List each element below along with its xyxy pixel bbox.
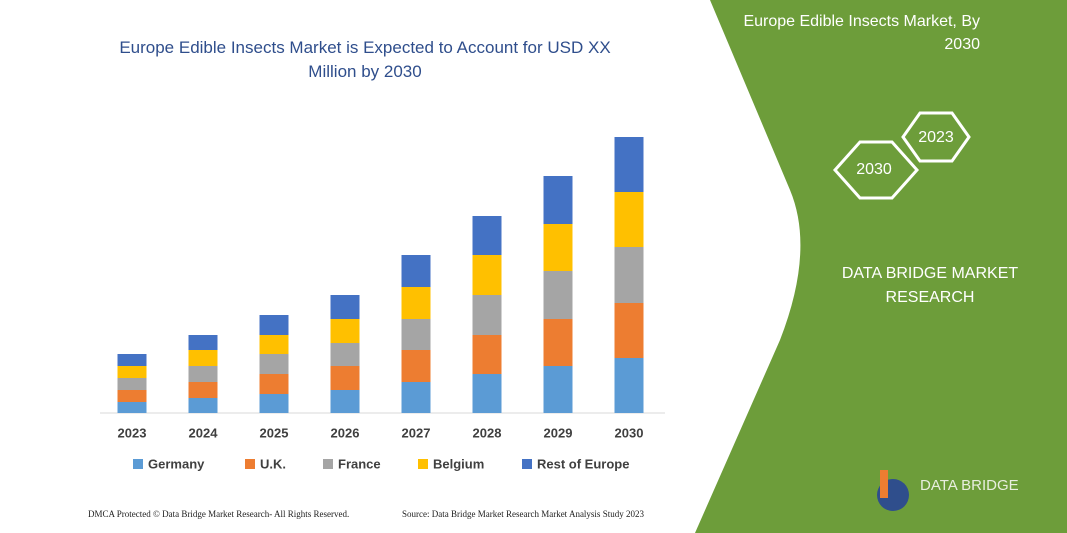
bar-segment	[543, 366, 573, 413]
bar-segment	[188, 366, 218, 382]
bar-segment	[472, 374, 502, 413]
bar-segment	[543, 176, 573, 224]
bar-segment	[543, 319, 573, 366]
x-tick-label: 2030	[615, 425, 644, 440]
bar-segment	[117, 378, 147, 390]
x-tick-label: 2026	[331, 425, 360, 440]
bar-segment	[117, 402, 147, 413]
logo-icon	[880, 470, 888, 498]
bar-segment	[117, 354, 147, 366]
company-name: DATA BRIDGE MARKET RESEARCH	[841, 265, 1019, 306]
bar-segment	[188, 398, 218, 413]
panel-heading-box: Europe Edible Insects Market, By 2030	[743, 13, 980, 53]
x-tick-label: 2025	[260, 425, 289, 440]
legend-swatch	[133, 459, 143, 469]
bar-segment	[117, 390, 147, 402]
badge: 2023	[918, 129, 954, 146]
badge: 2030	[856, 161, 892, 178]
bar-segment	[401, 382, 431, 413]
legend-label: France	[338, 456, 381, 471]
bar-segment	[614, 303, 644, 358]
footer-right: Source: Data Bridge Market Research Mark…	[402, 509, 644, 519]
legend-swatch	[245, 459, 255, 469]
title-box: Europe Edible Insects Market is Expected…	[119, 38, 611, 81]
bar-segment	[614, 192, 644, 247]
bar-segment	[401, 319, 431, 350]
x-tick-label: 2027	[402, 425, 431, 440]
chart-title: Europe Edible Insects Market is Expected…	[119, 38, 611, 81]
bar-segment	[401, 350, 431, 382]
legend-swatch	[522, 459, 532, 469]
x-tick-label: 2028	[473, 425, 502, 440]
bar-segment	[330, 319, 360, 343]
legend-swatch	[418, 459, 428, 469]
logo-text: DATA BRIDGE	[920, 477, 1019, 494]
panel-heading: Europe Edible Insects Market, By 2030	[743, 13, 980, 53]
legend-label: U.K.	[260, 456, 286, 471]
bar-segment	[614, 137, 644, 192]
green-panel	[695, 0, 1067, 533]
bar-segment	[188, 350, 218, 366]
bar-segment	[543, 224, 573, 271]
bar-segment	[472, 216, 502, 255]
bar-segment	[330, 295, 360, 319]
legend-label: Belgium	[433, 456, 484, 471]
bar-segment	[188, 335, 218, 350]
bar-segment	[259, 354, 289, 374]
bar-segment	[472, 255, 502, 295]
bar-segment	[259, 374, 289, 394]
legend-swatch	[323, 459, 333, 469]
bar-segment	[472, 335, 502, 374]
bar-segment	[117, 366, 147, 378]
x-tick-label: 2023	[118, 425, 147, 440]
hexagon	[901, 111, 971, 163]
bar-segment	[259, 394, 289, 413]
bar-segment	[259, 335, 289, 354]
bar-segment	[330, 366, 360, 390]
x-tick-label: 2029	[544, 425, 573, 440]
legend-label: Germany	[148, 456, 205, 471]
bar-segment	[543, 271, 573, 319]
bar-segment	[259, 315, 289, 335]
legend-label: Rest of Europe	[537, 456, 629, 471]
hexagon	[832, 140, 920, 200]
footer-left: DMCA Protected © Data Bridge Market Rese…	[88, 509, 349, 519]
bar-segment	[188, 382, 218, 398]
company-box: DATA BRIDGE MARKET RESEARCH	[841, 265, 1019, 306]
x-tick-label: 2024	[189, 425, 219, 440]
bar-segment	[330, 343, 360, 366]
bar-segment	[614, 358, 644, 413]
bar-segment	[472, 295, 502, 335]
bar-segment	[330, 390, 360, 413]
bar-segment	[401, 287, 431, 319]
bar-segment	[614, 247, 644, 303]
bar-segment	[401, 255, 431, 287]
